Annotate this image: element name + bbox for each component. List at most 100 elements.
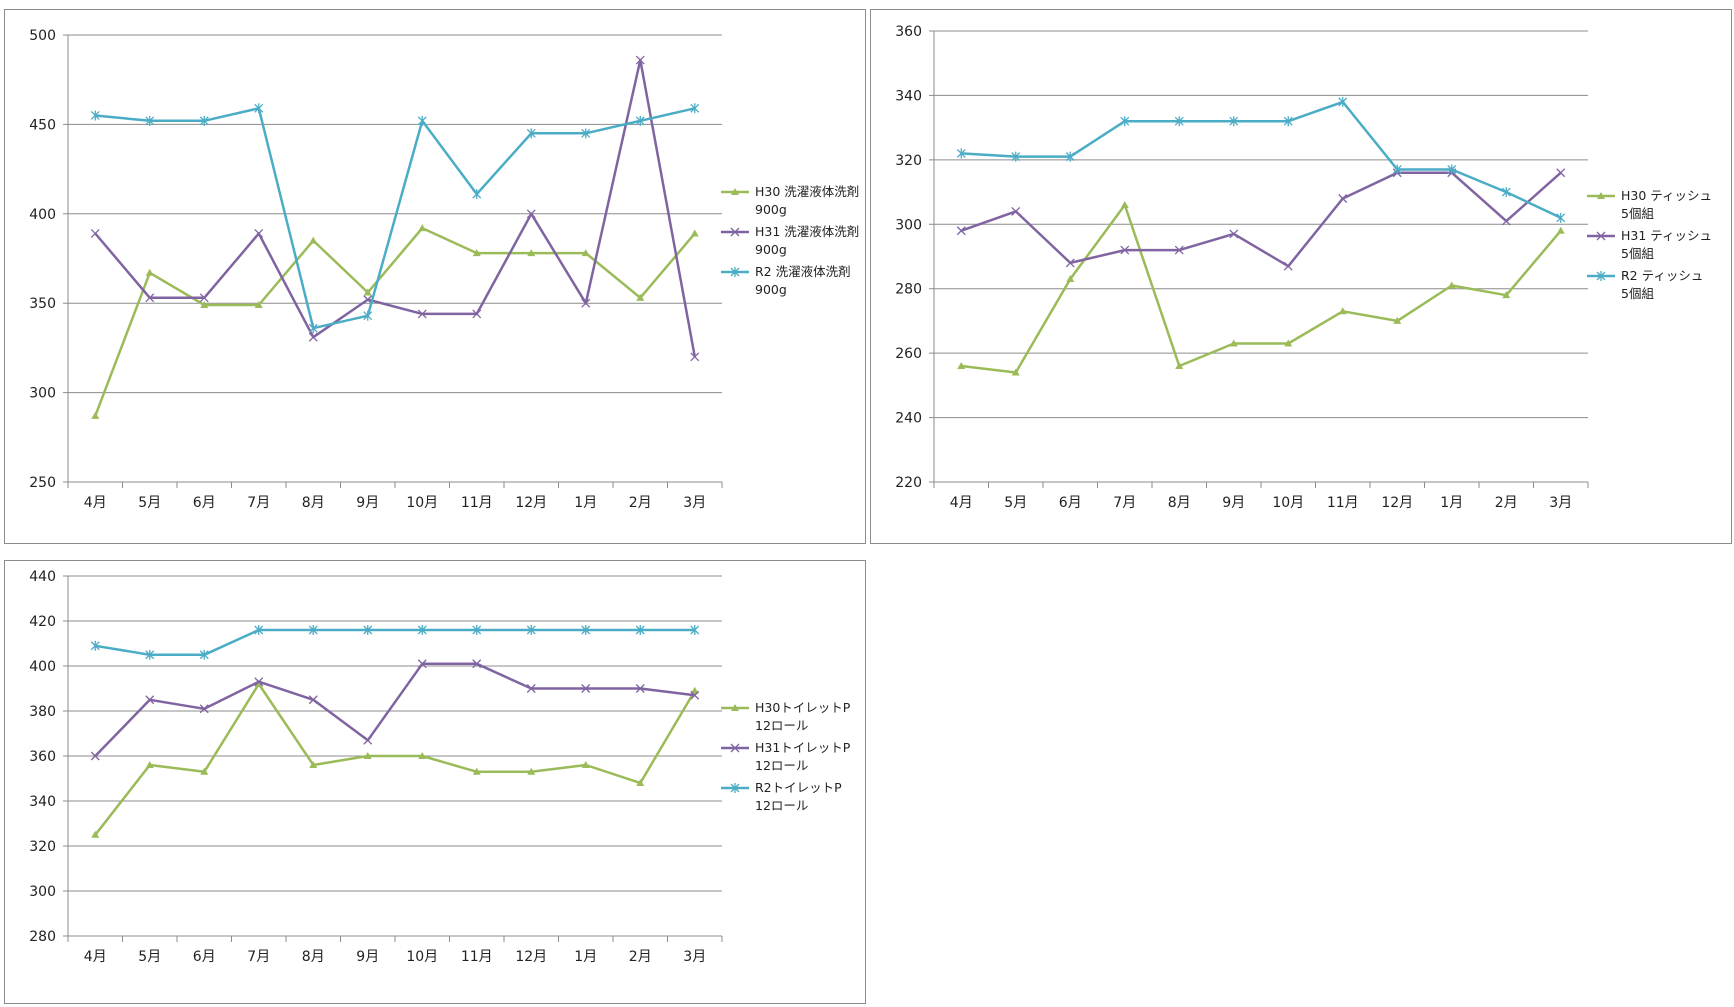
data-point-h30 xyxy=(91,830,100,838)
legend-marker-h31 xyxy=(730,227,740,237)
data-point-r2 xyxy=(308,625,318,635)
x-tick-label: 7月 xyxy=(247,949,270,965)
data-point-r2 xyxy=(526,128,536,139)
data-point-r2 xyxy=(1392,164,1402,175)
legend-label-h30: H30 ティッシュ xyxy=(1621,188,1712,203)
data-point-r2 xyxy=(363,310,373,321)
x-tick-label: 11月 xyxy=(1327,495,1359,511)
series-line-r2 xyxy=(95,107,696,330)
x-tick-label: 6月 xyxy=(193,949,216,965)
legend-label-h31: 900g xyxy=(755,242,787,257)
data-point-r2 xyxy=(1120,116,1130,127)
y-tick-label: 400 xyxy=(29,207,56,223)
x-tick-label: 4月 xyxy=(950,495,973,511)
data-point-h30 xyxy=(91,411,100,419)
data-point-h30 xyxy=(1066,275,1075,283)
data-point-h31 xyxy=(1011,206,1021,216)
data-point-r2 xyxy=(1338,96,1348,107)
legend-label-h30: H30トイレットP xyxy=(755,700,851,715)
x-tick-label: 9月 xyxy=(356,495,379,511)
data-point-h31 xyxy=(1174,245,1184,255)
x-tick-label: 3月 xyxy=(683,949,706,965)
x-tick-label: 10月 xyxy=(1272,495,1304,511)
x-tick-label: 6月 xyxy=(193,495,216,511)
y-tick-label: 280 xyxy=(29,929,56,945)
data-point-h31 xyxy=(145,293,155,303)
data-point-h31 xyxy=(363,735,373,745)
x-tick-label: 5月 xyxy=(1004,495,1027,511)
data-point-h30 xyxy=(957,362,966,370)
data-point-h30 xyxy=(363,288,372,296)
y-tick-label: 260 xyxy=(895,346,922,362)
data-point-h31 xyxy=(145,695,155,705)
data-point-h31 xyxy=(417,309,427,319)
data-point-h30 xyxy=(527,249,536,257)
data-point-h31 xyxy=(417,659,427,669)
data-point-h30 xyxy=(690,686,699,694)
data-point-r2 xyxy=(581,128,591,139)
data-point-h30 xyxy=(254,300,263,308)
legend-label-r2: R2 洗濯液体洗剤 xyxy=(755,264,851,279)
data-point-h30 xyxy=(690,229,699,237)
data-point-h30 xyxy=(1175,362,1184,370)
x-tick-label: 7月 xyxy=(247,495,270,511)
data-point-h30 xyxy=(200,300,209,308)
data-point-h30 xyxy=(636,779,645,786)
data-point-h30 xyxy=(1338,307,1347,315)
series-r2 xyxy=(956,96,1566,223)
y-tick-label: 440 xyxy=(29,569,56,585)
x-tick-label: 11月 xyxy=(461,949,493,965)
y-tick-label: 420 xyxy=(29,614,56,630)
chart-panel-toilet-paper: 280 300 320 340 360 380 400 420 440 4月 5月 6月 7月 8月 9月 1… xyxy=(4,560,866,1004)
y-tick-label: 360 xyxy=(895,24,922,40)
y-tick-label: 340 xyxy=(29,794,56,810)
y-tick-label: 220 xyxy=(895,475,922,491)
data-point-h31 xyxy=(526,684,536,693)
data-point-h30 xyxy=(418,224,427,232)
data-point-h30 xyxy=(1120,200,1129,208)
data-point-h30 xyxy=(145,268,154,276)
x-tick-label: 4月 xyxy=(84,495,107,511)
series-line-h31 xyxy=(94,662,695,757)
data-point-h30 xyxy=(581,249,590,257)
y-tick-label: 240 xyxy=(895,411,922,427)
legend-label-h31: H31 洗濯液体洗剤 xyxy=(755,224,859,239)
series-r2 xyxy=(90,625,700,660)
legend-label-h31: H31 ティッシュ xyxy=(1621,228,1712,243)
series-line-h30 xyxy=(94,682,696,836)
data-point-h31 xyxy=(1501,216,1511,226)
data-point-r2 xyxy=(145,649,155,660)
data-point-h31 xyxy=(956,226,966,236)
data-point-h30 xyxy=(1502,291,1511,299)
data-point-h30 xyxy=(1447,281,1456,289)
x-tick-label: 10月 xyxy=(406,495,438,511)
data-point-r2 xyxy=(1065,151,1075,162)
y-tick-label: 350 xyxy=(29,296,56,312)
legend-label-r2: 5個組 xyxy=(1621,286,1654,301)
series-h30 xyxy=(91,680,699,838)
y-tick-label: 500 xyxy=(29,28,56,44)
data-point-r2 xyxy=(308,323,318,334)
data-point-h31 xyxy=(199,293,209,303)
legend: H30 洗濯液体洗剤 900g H31 洗濯液体洗剤 900g R2 洗濯液体洗剤 900… xyxy=(721,184,859,297)
data-point-h31 xyxy=(1283,261,1293,271)
data-point-h30 xyxy=(418,752,427,759)
data-point-r2 xyxy=(363,625,373,635)
data-point-h30 xyxy=(1229,339,1238,347)
legend-label-h31: 5個組 xyxy=(1621,246,1654,261)
data-point-h30 xyxy=(636,293,645,301)
series-h31 xyxy=(956,168,1566,271)
x-tick-label: 2月 xyxy=(629,949,652,965)
data-point-h31 xyxy=(690,352,700,362)
series-h30 xyxy=(91,224,699,419)
series-line-h30 xyxy=(94,226,696,417)
legend-marker-h30 xyxy=(1597,192,1605,199)
y-tick-label: 300 xyxy=(895,217,922,233)
x-tick-label: 1月 xyxy=(1440,495,1463,511)
data-point-h30 xyxy=(309,761,318,768)
data-point-h30 xyxy=(200,767,209,775)
legend-label-r2: 900g xyxy=(755,282,787,297)
x-tick-label: 4月 xyxy=(84,949,107,965)
data-point-r2 xyxy=(526,625,536,635)
series-line-h30 xyxy=(961,203,1562,374)
